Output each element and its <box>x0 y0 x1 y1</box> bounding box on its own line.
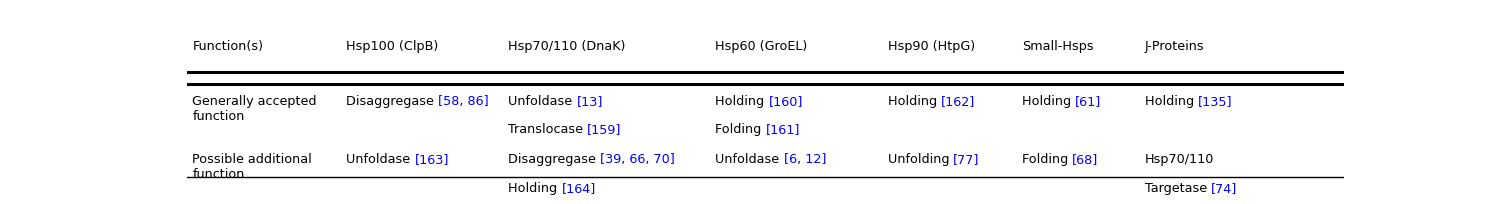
Text: Small-Hsps: Small-Hsps <box>1023 40 1094 53</box>
Text: [163]: [163] <box>415 153 449 166</box>
Text: Holding: Holding <box>888 95 941 108</box>
Text: [6, 12]: [6, 12] <box>784 153 826 166</box>
Text: [164]: [164] <box>561 182 596 195</box>
Text: Disaggregase: Disaggregase <box>346 95 437 108</box>
Text: [161]: [161] <box>766 123 800 136</box>
Text: J-Proteins: J-Proteins <box>1145 40 1205 53</box>
Text: [162]: [162] <box>941 95 975 108</box>
Text: [160]: [160] <box>769 95 803 108</box>
Text: [58, 86]: [58, 86] <box>437 95 488 108</box>
Text: [74]: [74] <box>1211 182 1238 195</box>
Text: Generally accepted
function: Generally accepted function <box>193 95 317 123</box>
Text: Translocase: Translocase <box>508 123 587 136</box>
Text: Holding: Holding <box>508 182 561 195</box>
Text: [159]: [159] <box>587 123 621 136</box>
Text: Holding: Holding <box>1145 95 1197 108</box>
Text: Unfolding: Unfolding <box>888 153 954 166</box>
Text: [39, 66, 70]: [39, 66, 70] <box>600 153 675 166</box>
Text: Function(s): Function(s) <box>193 40 263 53</box>
Text: Possible additional
function: Possible additional function <box>193 153 312 181</box>
Text: Targetase: Targetase <box>1145 182 1211 195</box>
Text: Hsp70/110: Hsp70/110 <box>1145 153 1214 166</box>
Text: Hsp60 (GroEL): Hsp60 (GroEL) <box>715 40 808 53</box>
Text: Unfoldase: Unfoldase <box>508 95 576 108</box>
Text: Hsp90 (HtpG): Hsp90 (HtpG) <box>888 40 975 53</box>
Text: [68]: [68] <box>1072 153 1099 166</box>
Text: Unfoldase: Unfoldase <box>715 153 784 166</box>
Text: Folding: Folding <box>1023 153 1072 166</box>
Text: Disaggregase: Disaggregase <box>508 153 600 166</box>
Text: Holding: Holding <box>715 95 769 108</box>
Text: [61]: [61] <box>1075 95 1102 108</box>
Text: Hsp70/110 (DnaK): Hsp70/110 (DnaK) <box>508 40 626 53</box>
Text: Holding: Holding <box>1023 95 1075 108</box>
Text: Unfoldase: Unfoldase <box>346 153 415 166</box>
Text: Folding: Folding <box>715 123 766 136</box>
Text: [135]: [135] <box>1197 95 1232 108</box>
Text: Hsp100 (ClpB): Hsp100 (ClpB) <box>346 40 439 53</box>
Text: [13]: [13] <box>576 95 603 108</box>
Text: [77]: [77] <box>954 153 979 166</box>
